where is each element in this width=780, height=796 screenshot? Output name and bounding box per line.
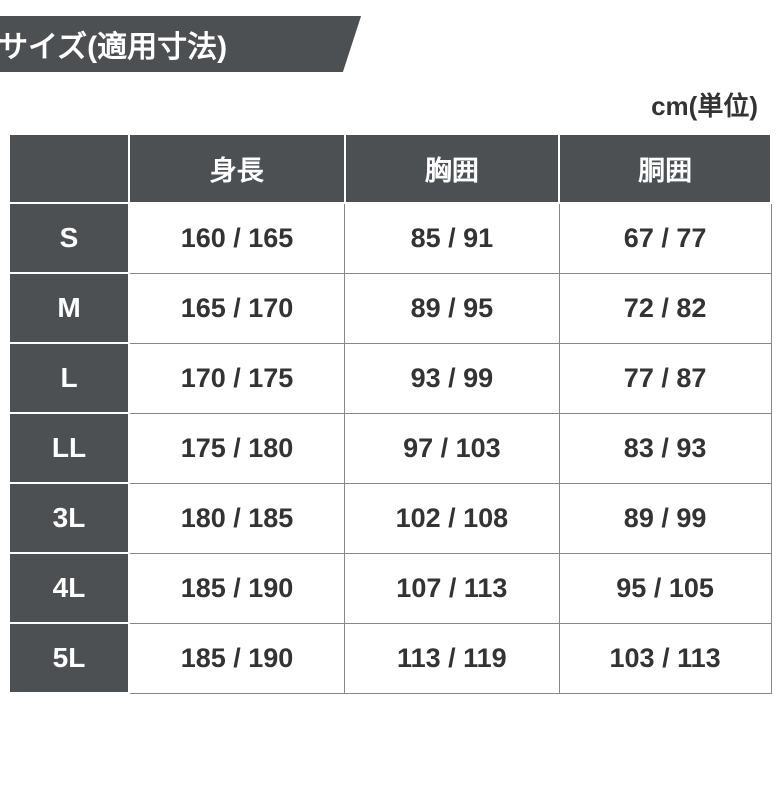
table-cell: 97 / 103 — [345, 413, 560, 483]
row-header-size: 5L — [9, 623, 129, 693]
size-table-body: S160 / 16585 / 9167 / 77M165 / 17089 / 9… — [9, 203, 771, 693]
table-cell: 77 / 87 — [559, 343, 771, 413]
table-cell: 113 / 119 — [345, 623, 560, 693]
table-cell: 160 / 165 — [129, 203, 345, 273]
table-cell: 83 / 93 — [559, 413, 771, 483]
table-cell: 180 / 185 — [129, 483, 345, 553]
col-header-height: 身長 — [129, 134, 345, 203]
table-row: LL175 / 18097 / 10383 / 93 — [9, 413, 771, 483]
table-cell: 93 / 99 — [345, 343, 560, 413]
table-cell: 170 / 175 — [129, 343, 345, 413]
size-table: 身長 胸囲 胴囲 S160 / 16585 / 9167 / 77M165 / … — [8, 133, 772, 694]
row-header-size: M — [9, 273, 129, 343]
table-cell: 185 / 190 — [129, 553, 345, 623]
col-header-chest: 胸囲 — [345, 134, 560, 203]
table-row: M165 / 17089 / 9572 / 82 — [9, 273, 771, 343]
table-row: 3L180 / 185102 / 10889 / 99 — [9, 483, 771, 553]
table-cell: 175 / 180 — [129, 413, 345, 483]
row-header-size: L — [9, 343, 129, 413]
row-header-size: 3L — [9, 483, 129, 553]
table-cell: 103 / 113 — [559, 623, 771, 693]
table-row: 5L185 / 190113 / 119103 / 113 — [9, 623, 771, 693]
table-row: S160 / 16585 / 9167 / 77 — [9, 203, 771, 273]
table-cell: 67 / 77 — [559, 203, 771, 273]
table-cell: 107 / 113 — [345, 553, 560, 623]
row-header-size: 4L — [9, 553, 129, 623]
table-row: 4L185 / 190107 / 11395 / 105 — [9, 553, 771, 623]
table-row: L170 / 17593 / 9977 / 87 — [9, 343, 771, 413]
row-header-size: LL — [9, 413, 129, 483]
table-cell: 165 / 170 — [129, 273, 345, 343]
unit-label: cm(単位) — [0, 72, 780, 133]
page-title: サイズ(適用寸法) — [0, 22, 227, 66]
table-cell: 102 / 108 — [345, 483, 560, 553]
table-cell: 89 / 95 — [345, 273, 560, 343]
table-corner — [9, 134, 129, 203]
title-bar: サイズ(適用寸法) — [0, 16, 361, 72]
table-cell: 95 / 105 — [559, 553, 771, 623]
col-header-waist: 胴囲 — [559, 134, 771, 203]
row-header-size: S — [9, 203, 129, 273]
table-cell: 185 / 190 — [129, 623, 345, 693]
size-table-container: 身長 胸囲 胴囲 S160 / 16585 / 9167 / 77M165 / … — [0, 133, 780, 694]
table-cell: 89 / 99 — [559, 483, 771, 553]
table-cell: 85 / 91 — [345, 203, 560, 273]
table-cell: 72 / 82 — [559, 273, 771, 343]
